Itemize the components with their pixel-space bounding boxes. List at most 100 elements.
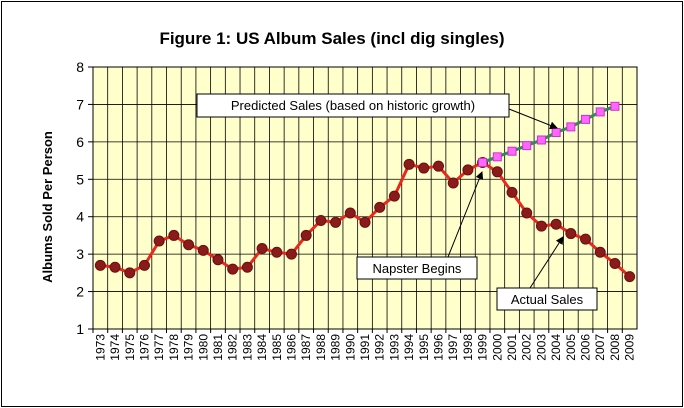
y-tick-label: 8 [76, 59, 84, 75]
annotation-predicted-label: Predicted Sales (based on historic growt… [231, 98, 475, 113]
data-point-predicted [551, 128, 561, 137]
y-axis-label: Albums Sold Per Person [40, 131, 55, 283]
data-point-actual [462, 164, 474, 176]
data-point-actual [374, 201, 386, 213]
series-layer [94, 101, 636, 283]
x-tick-label: 1994 [402, 334, 416, 361]
x-tick-label: 1999 [476, 334, 490, 361]
data-point-actual [330, 216, 342, 228]
y-tick-label: 6 [76, 134, 84, 150]
data-point-actual [183, 239, 195, 251]
x-tick-label: 1980 [196, 334, 210, 361]
y-tick-label: 7 [76, 96, 84, 112]
series-line [482, 104, 616, 164]
data-point-actual [594, 246, 606, 258]
x-axis-ticks: 1973 1974 1975 1976 1977 1978 1979 1980 1981 1982… [92, 329, 637, 361]
x-tick-label: 1992 [373, 334, 387, 361]
annotation-predicted-sales: Predicted Sales (based on historic growt… [196, 93, 558, 130]
x-tick-label: 1988 [314, 334, 328, 361]
x-tick-label: 2007 [593, 334, 607, 361]
x-tick-label: 1976 [137, 334, 151, 361]
x-tick-label: 1986 [284, 334, 298, 361]
annotation-box [356, 256, 478, 280]
y-axis-ticks: 1 2 3 4 5 6 7 8 [76, 59, 93, 337]
x-tick-label: 2005 [564, 334, 578, 361]
annotation-box [196, 93, 510, 118]
x-tick-label: 2000 [490, 334, 504, 361]
x-tick-label: 1984 [255, 334, 269, 361]
data-point-predicted [492, 152, 502, 162]
x-tick-label: 1983 [240, 334, 254, 361]
annotation-actual-sales: Actual Sales [496, 236, 598, 311]
x-tick-label: 1975 [123, 334, 137, 361]
x-tick-label: 1989 [329, 334, 343, 361]
x-tick-label: 1997 [446, 334, 460, 361]
x-tick-label: 1996 [432, 334, 446, 361]
horizontal-gridlines [93, 104, 637, 292]
x-tick-label: 1977 [152, 334, 166, 361]
data-point-actual [403, 158, 415, 170]
data-point-actual [168, 229, 180, 241]
data-point-actual [124, 267, 136, 279]
data-point-actual [521, 207, 533, 219]
x-tick-label: 2009 [623, 334, 637, 361]
data-point-actual [624, 271, 636, 283]
x-tick-label: 2002 [520, 334, 534, 361]
series-actual-sales [94, 156, 636, 283]
data-point-actual [241, 261, 253, 273]
data-point-actual [506, 186, 518, 198]
data-point-actual [447, 177, 459, 189]
x-tick-label: 2001 [505, 334, 519, 361]
x-tick-label: 2003 [534, 334, 548, 361]
x-tick-label: 1987 [299, 334, 313, 361]
annotation-arrow [508, 108, 558, 130]
data-point-predicted [478, 157, 488, 167]
data-point-predicted [595, 107, 605, 117]
x-tick-label: 2004 [549, 334, 563, 361]
series-predicted-sales [478, 101, 620, 167]
data-point-actual [388, 190, 400, 202]
data-point-actual [359, 216, 371, 228]
annotation-arrow [529, 236, 564, 289]
data-point-actual [138, 259, 150, 271]
data-point-actual [94, 259, 106, 271]
data-point-actual [609, 258, 621, 269]
data-point-predicted [610, 101, 620, 111]
data-point-actual [433, 160, 445, 172]
annotation-actual-label: Actual Sales [511, 292, 584, 307]
x-tick-label: 1978 [167, 334, 181, 361]
data-point-actual [153, 235, 165, 247]
x-tick-label: 1991 [358, 334, 372, 361]
data-point-actual [256, 243, 268, 255]
x-tick-label: 1974 [108, 334, 122, 361]
data-point-actual [285, 248, 297, 260]
x-tick-label: 1982 [226, 334, 240, 361]
x-tick-label: 1998 [461, 334, 475, 361]
data-point-actual [491, 166, 503, 178]
data-point-predicted [566, 122, 576, 132]
data-point-actual [580, 233, 592, 245]
data-point-actual [565, 228, 577, 240]
annotation-napster-label: Napster Begins [373, 261, 462, 276]
annotation-napster: Napster Begins [356, 171, 484, 280]
x-tick-label: 1995 [417, 334, 431, 361]
data-point-actual [550, 218, 562, 230]
data-point-predicted [581, 114, 591, 124]
annotation-box [496, 287, 598, 311]
x-tick-label: 2008 [608, 334, 622, 361]
x-tick-label: 2006 [579, 334, 593, 361]
data-point-actual [271, 246, 283, 258]
x-tick-label: 1993 [387, 334, 401, 361]
x-tick-label: 1979 [182, 334, 196, 361]
data-point-actual [212, 254, 224, 266]
data-point-actual [315, 214, 327, 226]
x-tick-label: 1985 [270, 334, 284, 361]
data-point-predicted [536, 135, 546, 145]
data-point-predicted [522, 141, 532, 151]
data-point-predicted [507, 146, 517, 156]
data-point-actual [109, 261, 121, 273]
x-tick-label: 1981 [211, 334, 225, 361]
x-tick-label: 1973 [93, 334, 107, 361]
data-point-actual [418, 162, 430, 174]
